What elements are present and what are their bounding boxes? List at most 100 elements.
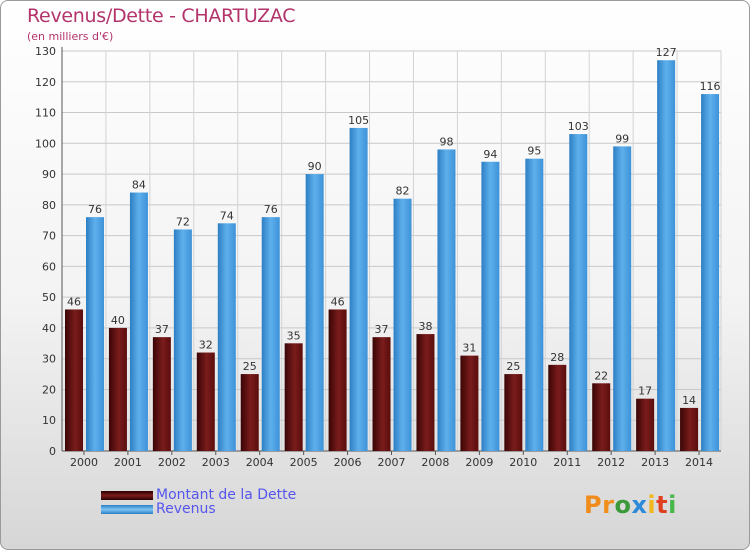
x-tick-label: 2000: [70, 456, 98, 469]
logo-letter: i: [668, 491, 677, 519]
chart-title: Revenus/Dette - CHARTUZAC: [27, 5, 296, 27]
bar-dette-2005: [284, 343, 303, 451]
data-labels: 46 76 40 84 37 72 32 74 25 76 35 90 46 105 37 82 38 98 31 9…: [67, 46, 721, 407]
bar-dette-2011: [548, 364, 567, 451]
x-tick-label: 2013: [641, 456, 669, 469]
y-tick-label: 70: [42, 230, 56, 243]
data-label-revenus-2002: 72: [176, 215, 190, 228]
y-tick-label: 130: [35, 45, 56, 58]
logo-letter: r: [602, 491, 615, 519]
x-tick-label: 2014: [685, 456, 713, 469]
x-tick-label: 2012: [597, 456, 625, 469]
data-label-revenus-2010: 95: [527, 145, 541, 158]
bar-dette-2003: [196, 352, 215, 451]
bar-revenus-2004: [261, 217, 280, 451]
data-label-revenus-2000: 76: [88, 203, 102, 216]
x-tick-label: 2003: [202, 456, 230, 469]
bar-dette-2007: [372, 337, 391, 451]
y-tick-label: 50: [42, 291, 56, 304]
x-tick-label: 2007: [378, 456, 406, 469]
bar-dette-2008: [416, 334, 435, 451]
data-label-dette-2003: 32: [199, 339, 213, 352]
data-label-dette-2002: 37: [155, 323, 169, 336]
y-tick-label: 90: [42, 168, 56, 181]
bar-dette-2001: [108, 327, 127, 451]
data-label-dette-2000: 46: [67, 295, 81, 308]
bar-revenus-2005: [305, 174, 324, 452]
legend-label-dette: Montant de la Dette: [156, 487, 297, 503]
bar-dette-2000: [65, 309, 83, 451]
bar-dette-2009: [460, 355, 479, 451]
data-label-revenus-2004: 76: [264, 203, 278, 216]
y-tick-label: 20: [42, 383, 56, 396]
bar-revenus-2014: [701, 94, 720, 452]
bar-revenus-2011: [569, 134, 588, 452]
bar-revenus-2001: [129, 192, 148, 452]
data-label-revenus-2011: 103: [568, 120, 589, 133]
y-tick-label: 100: [35, 137, 56, 150]
data-label-revenus-2005: 90: [308, 160, 322, 173]
bar-dette-2012: [592, 383, 611, 451]
data-label-revenus-2012: 99: [615, 132, 629, 145]
logo-letter: t: [656, 491, 669, 519]
bar-dette-2010: [504, 374, 523, 451]
data-label-dette-2007: 37: [375, 323, 389, 336]
data-label-dette-2014: 14: [682, 394, 696, 407]
data-label-dette-2010: 25: [506, 360, 520, 373]
x-tick-label: 2005: [290, 456, 318, 469]
data-label-dette-2005: 35: [287, 329, 301, 342]
y-tick-label: 80: [42, 199, 56, 212]
logo-letter: P: [584, 491, 603, 519]
data-label-revenus-2007: 82: [396, 185, 410, 198]
x-tick-label: 2001: [114, 456, 142, 469]
legend-swatch-dette: [101, 491, 153, 500]
x-tick-label: 2006: [334, 456, 362, 469]
data-label-revenus-2009: 94: [483, 148, 497, 161]
y-tick-label: 30: [42, 353, 56, 366]
bar-revenus-2013: [657, 60, 676, 451]
bar-dette-2002: [152, 337, 171, 451]
data-label-dette-2009: 31: [462, 342, 476, 355]
x-tick-label: 2009: [465, 456, 493, 469]
bar-revenus-2006: [349, 127, 368, 451]
logo-letter: o: [614, 491, 632, 519]
proxiti-logo: Proxiti: [584, 491, 677, 519]
bar-revenus-2002: [173, 229, 192, 451]
bar-revenus-2012: [613, 146, 632, 451]
legend-swatch-revenus: [101, 505, 153, 514]
data-label-dette-2004: 25: [243, 360, 257, 373]
bar-dette-2006: [328, 309, 347, 451]
x-tick-label: 2008: [421, 456, 449, 469]
bar-revenus-2008: [437, 149, 456, 451]
bars: [65, 60, 720, 452]
data-label-revenus-2014: 116: [700, 80, 721, 93]
data-label-revenus-2013: 127: [656, 46, 677, 59]
y-tick-label: 60: [42, 260, 56, 273]
logo-letter: x: [631, 491, 648, 519]
data-label-revenus-2006: 105: [348, 114, 369, 127]
y-tick-label: 0: [49, 445, 56, 458]
data-label-revenus-2003: 74: [220, 209, 234, 222]
y-tick-label: 120: [35, 76, 56, 89]
data-label-dette-2013: 17: [638, 385, 652, 398]
x-tick-label: 2002: [158, 456, 186, 469]
data-label-dette-2001: 40: [111, 314, 125, 327]
bar-revenus-2003: [217, 223, 236, 451]
x-tick-label: 2004: [246, 456, 274, 469]
bar-revenus-2009: [481, 161, 500, 451]
data-label-revenus-2001: 84: [132, 179, 146, 192]
bar-revenus-2000: [86, 217, 104, 451]
x-tick-label: 2010: [509, 456, 537, 469]
x-tick-label: 2011: [553, 456, 581, 469]
y-tick-label: 40: [42, 322, 56, 335]
data-label-revenus-2008: 98: [439, 135, 453, 148]
data-label-dette-2006: 46: [331, 295, 345, 308]
data-label-dette-2012: 22: [594, 369, 608, 382]
legend-label-revenus: Revenus: [156, 501, 216, 517]
logo-letter: i: [647, 491, 657, 519]
bar-dette-2014: [680, 407, 699, 451]
axes: 0 10 20 30 40 50 60 70 80 90 100 110 120 130 2000 2001 2…: [35, 45, 721, 469]
chart-subtitle: (en milliers d'€): [27, 30, 114, 43]
